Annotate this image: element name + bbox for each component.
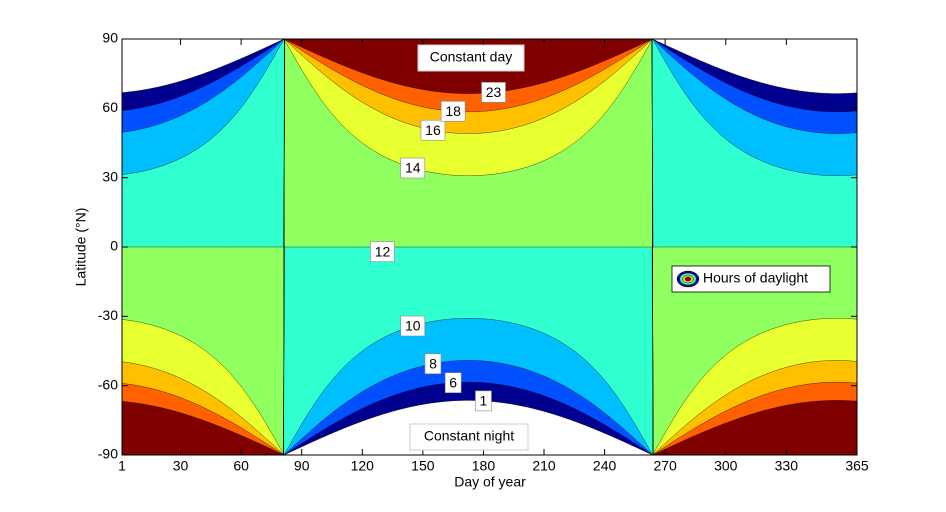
contour-label-box <box>400 157 426 179</box>
x-tick-label: 1 <box>118 458 126 474</box>
contour-label: 1 <box>480 393 488 409</box>
x-tick-label: 180 <box>472 458 496 474</box>
x-tick-label: 270 <box>653 458 677 474</box>
legend: Hours of daylight <box>671 265 831 293</box>
x-tick-label: 150 <box>411 458 435 474</box>
y-tick-label: -90 <box>98 446 118 462</box>
x-tick-label: 210 <box>532 458 556 474</box>
y-tick-label: 90 <box>102 30 118 46</box>
contour-label-box <box>424 353 442 375</box>
annotation-box <box>417 44 525 72</box>
y-tick-label: -60 <box>98 376 118 392</box>
x-tick-label: 240 <box>593 458 617 474</box>
contour-label: 18 <box>445 103 461 119</box>
contour-label-box <box>475 390 492 412</box>
legend-icon <box>676 270 700 288</box>
y-tick-label: 60 <box>102 99 118 115</box>
contour-fills <box>122 39 857 455</box>
contour-label-box <box>481 82 506 103</box>
contour-label-box <box>444 372 462 394</box>
legend-swatch <box>684 276 692 282</box>
contour-label-box <box>420 119 446 141</box>
x-tick-label: 300 <box>714 458 738 474</box>
contour-band <box>122 39 857 455</box>
y-tick-label: -30 <box>98 307 118 323</box>
x-tick-label: 365 <box>845 458 869 474</box>
y-axis-label: Latitude (°N) <box>73 208 89 287</box>
contour-label-box <box>440 100 466 122</box>
contour-label-box <box>400 315 426 337</box>
x-tick-label: 60 <box>233 458 249 474</box>
y-tick-label: 30 <box>102 168 118 184</box>
contour-label: 14 <box>405 160 421 176</box>
annotation: Constant day <box>430 49 513 65</box>
axes: 1 30 60 90 120 150 180 210 240 270 300 330 365-90-60… <box>98 30 869 474</box>
contour-label: 8 <box>429 355 437 371</box>
contour-label: 10 <box>405 318 421 334</box>
contour-label: 16 <box>425 122 441 138</box>
contour-label: 12 <box>375 243 391 259</box>
x-tick-label: 30 <box>173 458 189 474</box>
y-tick-label: 0 <box>110 238 118 254</box>
contour-band <box>122 39 857 455</box>
annotation: Constant night <box>424 428 514 444</box>
x-tick-label: 90 <box>294 458 310 474</box>
x-tick-label: 120 <box>351 458 375 474</box>
annotation-box <box>409 423 529 451</box>
x-tick-label: 330 <box>775 458 799 474</box>
contour-label-box <box>370 241 395 262</box>
x-axis-label: Day of year <box>454 474 526 490</box>
legend-label: Hours of daylight <box>703 270 808 286</box>
contour-label: 6 <box>449 374 457 390</box>
legend-box <box>671 265 831 293</box>
contour-label: 23 <box>486 84 502 100</box>
